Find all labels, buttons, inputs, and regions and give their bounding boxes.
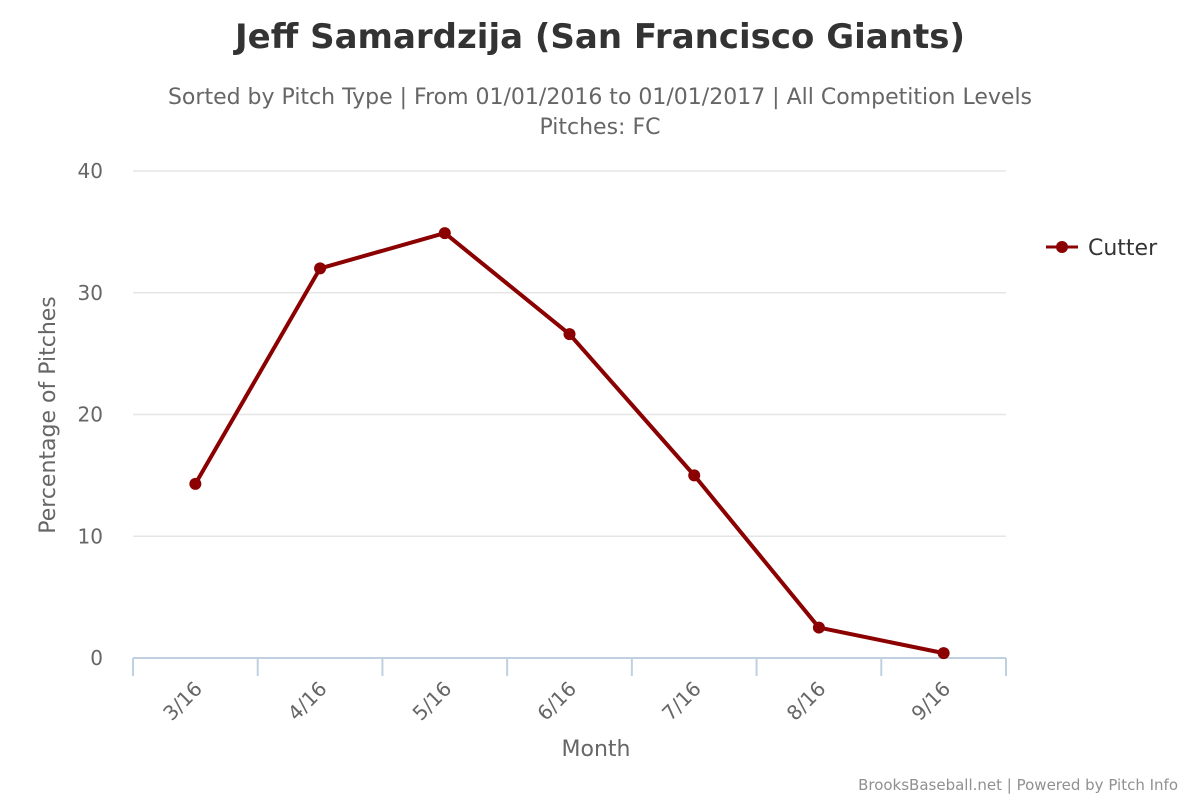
y-tick-label-30: 30 — [78, 281, 103, 305]
x-tick-label-7-16: 7/16 — [657, 677, 706, 726]
x-tick-label-4-16: 4/16 — [283, 677, 332, 726]
y-tick-label-40: 40 — [78, 159, 103, 183]
credits[interactable]: BrooksBaseball.net | Powered by Pitch In… — [858, 776, 1178, 794]
x-tick-label-3-16: 3/16 — [158, 677, 207, 726]
series-line-cutter — [193, 231, 946, 656]
x-axis-title: Month — [562, 737, 631, 762]
chart-subtitle-line2: Pitches: FC — [540, 115, 661, 140]
chart-title: Jeff Samardzija (San Francisco Giants) — [233, 17, 965, 57]
series-area — [189, 227, 950, 660]
data-point-cutter-6-16 — [563, 328, 576, 341]
data-point-cutter-9-16 — [937, 647, 950, 660]
data-point-cutter-5-16 — [438, 227, 451, 240]
legend-label-cutter[interactable]: Cutter — [1088, 236, 1158, 261]
x-axis: 3/16 4/16 5/16 6/16 7/16 8/16 9/16 — [132, 657, 1007, 726]
data-point-cutter-4-16 — [314, 262, 327, 275]
y-tick-label-10: 10 — [78, 524, 103, 548]
y-tick-label-20: 20 — [78, 403, 103, 427]
data-point-cutter-7-16 — [688, 469, 701, 482]
grid-lines — [133, 170, 1006, 537]
x-tick-label-8-16: 8/16 — [782, 677, 831, 726]
data-point-cutter-3-16 — [189, 477, 202, 490]
legend[interactable]: Cutter — [1046, 236, 1158, 261]
chart-subtitle-line1: Sorted by Pitch Type | From 01/01/2016 t… — [168, 85, 1032, 110]
y-tick-label-0: 0 — [90, 646, 103, 670]
legend-marker-cutter — [1056, 241, 1068, 253]
x-tick-label-5-16: 5/16 — [408, 677, 457, 726]
data-point-cutter-8-16 — [812, 621, 825, 634]
x-tick-label-6-16: 6/16 — [532, 677, 581, 726]
x-tick-label-9-16: 9/16 — [906, 677, 955, 726]
y-axis-ticks: 0 10 20 30 40 — [78, 159, 103, 670]
y-axis-title: Percentage of Pitches — [36, 296, 61, 534]
